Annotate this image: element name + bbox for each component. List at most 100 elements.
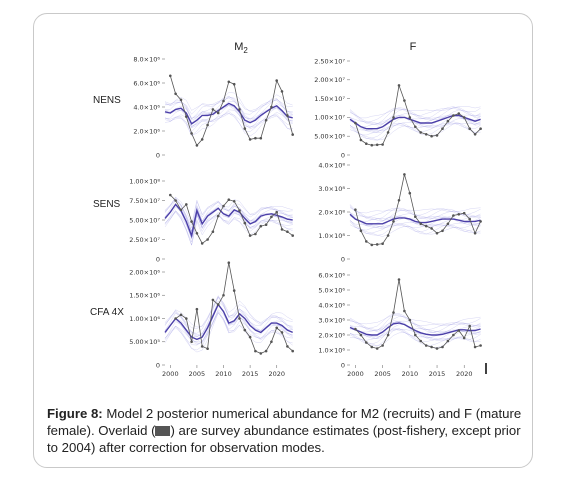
survey-point bbox=[365, 240, 368, 243]
posterior-mean-line bbox=[164, 203, 293, 239]
y-tick-label: 1.00×10⁶ bbox=[129, 315, 160, 323]
survey-point bbox=[370, 243, 374, 247]
survey-point bbox=[457, 213, 461, 216]
survey-point bbox=[222, 99, 225, 103]
survey-point bbox=[243, 328, 247, 332]
survey-point bbox=[206, 238, 209, 241]
survey-point bbox=[419, 131, 423, 134]
survey-point bbox=[468, 324, 472, 328]
survey-point bbox=[222, 294, 225, 297]
survey-point bbox=[435, 134, 439, 137]
survey-point bbox=[179, 313, 183, 317]
survey-point bbox=[414, 333, 417, 337]
survey-point bbox=[259, 224, 263, 228]
caption-label: Figure 8: bbox=[47, 406, 103, 421]
survey-point bbox=[397, 278, 401, 281]
y-tick-label: 2.0×10⁶ bbox=[318, 331, 345, 339]
survey-point bbox=[473, 133, 477, 136]
survey-point bbox=[222, 204, 225, 208]
survey-point bbox=[414, 125, 417, 129]
survey-point bbox=[408, 116, 412, 119]
survey-point bbox=[169, 193, 172, 197]
survey-point bbox=[452, 114, 455, 117]
survey-point bbox=[354, 208, 357, 211]
posterior-sample-line bbox=[164, 311, 293, 346]
posterior-sample-line bbox=[349, 109, 481, 124]
survey-point bbox=[275, 326, 279, 330]
y-tick-label: 4.0×10⁸ bbox=[318, 161, 345, 169]
survey-point bbox=[424, 344, 428, 347]
survey-point bbox=[185, 203, 188, 206]
survey-point bbox=[216, 111, 220, 115]
survey-point bbox=[264, 349, 268, 353]
posterior-sample-line bbox=[164, 97, 293, 120]
survey-point bbox=[211, 298, 215, 302]
survey-point bbox=[200, 242, 204, 245]
survey-point bbox=[280, 228, 284, 231]
survey-point bbox=[179, 98, 183, 102]
x-tick-label: 2020 bbox=[456, 370, 473, 378]
posterior-sample-line bbox=[164, 210, 293, 239]
posterior-sample-line bbox=[164, 312, 293, 343]
survey-point bbox=[291, 133, 295, 136]
posterior-sample-line bbox=[349, 332, 481, 348]
caption-text-b: ) are survey abundance estimates (post-f… bbox=[47, 423, 521, 455]
y-tick-label: 3.0×10⁸ bbox=[318, 185, 345, 193]
posterior-mean-line bbox=[349, 213, 481, 225]
survey-point bbox=[195, 232, 199, 235]
survey-point bbox=[254, 136, 257, 140]
posterior-sample-line bbox=[349, 115, 481, 131]
y-tick-label: 2.0×10⁶ bbox=[133, 127, 160, 135]
x-tick-label: 2000 bbox=[347, 370, 364, 378]
y-tick-label: 5.00×10⁵ bbox=[129, 338, 160, 346]
x-tick-label: 2005 bbox=[189, 370, 206, 378]
posterior-sample-line bbox=[349, 107, 481, 126]
survey-point bbox=[216, 214, 220, 218]
survey-point bbox=[200, 138, 204, 141]
y-tick-label: 5.0×10⁶ bbox=[318, 286, 345, 294]
y-tick-label: 1.50×10⁶ bbox=[129, 292, 160, 300]
plot-area: 0 2.0×10⁶ 4.0×10⁶ 6.0×10⁶ 8.0×10⁶ 0 5.00×10⁶ 1.… bbox=[129, 55, 487, 378]
posterior-sample-line bbox=[164, 310, 293, 351]
posterior-sample-line bbox=[164, 112, 293, 136]
survey-point bbox=[375, 347, 379, 350]
y-tick-label: 0 bbox=[156, 361, 160, 369]
y-tick-label: 1.00×10⁸ bbox=[129, 177, 160, 185]
survey-point bbox=[174, 317, 177, 320]
posterior-sample-line bbox=[349, 122, 481, 139]
survey-point bbox=[479, 344, 482, 347]
panel-nens-f: 0 5.00×10⁶ 1.00×10⁷ 1.50×10⁷ 2.00×10⁷ 2.50×10… bbox=[314, 57, 482, 159]
posterior-sample-line bbox=[349, 219, 481, 234]
panel-cfa-4x-m2: 0 5.00×10⁵ 1.00×10⁶ 1.50×10⁶ 2.00×10⁶ 2000 200… bbox=[129, 261, 295, 378]
survey-point bbox=[446, 222, 450, 226]
survey-point bbox=[359, 138, 363, 142]
posterior-sample-line bbox=[164, 199, 293, 229]
survey-point bbox=[381, 344, 384, 347]
posterior-sample-line bbox=[349, 313, 481, 329]
y-tick-label: 2.00×10⁷ bbox=[314, 76, 345, 84]
survey-point bbox=[227, 80, 231, 84]
posterior-sample-line bbox=[349, 212, 481, 226]
y-tick-label: 3.0×10⁶ bbox=[318, 316, 345, 324]
survey-point bbox=[248, 335, 252, 339]
survey-point bbox=[359, 229, 363, 233]
column-label-m2: M2 bbox=[234, 41, 248, 55]
survey-point bbox=[275, 210, 279, 214]
survey-point bbox=[370, 345, 374, 349]
survey-point bbox=[424, 133, 428, 136]
posterior-sample-line bbox=[349, 314, 481, 326]
y-tick-label: 0 bbox=[156, 151, 160, 159]
posterior-sample-line bbox=[349, 316, 481, 333]
survey-point bbox=[190, 220, 193, 223]
survey-point bbox=[479, 220, 482, 223]
y-tick-label: 2.00×10⁶ bbox=[129, 268, 160, 276]
survey-point bbox=[403, 173, 406, 176]
survey-point bbox=[174, 199, 177, 202]
survey-point bbox=[280, 331, 284, 334]
survey-point bbox=[414, 215, 417, 218]
survey-point bbox=[392, 220, 395, 223]
survey-point bbox=[169, 74, 172, 78]
posterior-sample-line bbox=[164, 211, 293, 243]
survey-point bbox=[452, 333, 455, 337]
panel-nens-m2: 0 2.0×10⁶ 4.0×10⁶ 6.0×10⁶ 8.0×10⁶ bbox=[133, 55, 295, 159]
